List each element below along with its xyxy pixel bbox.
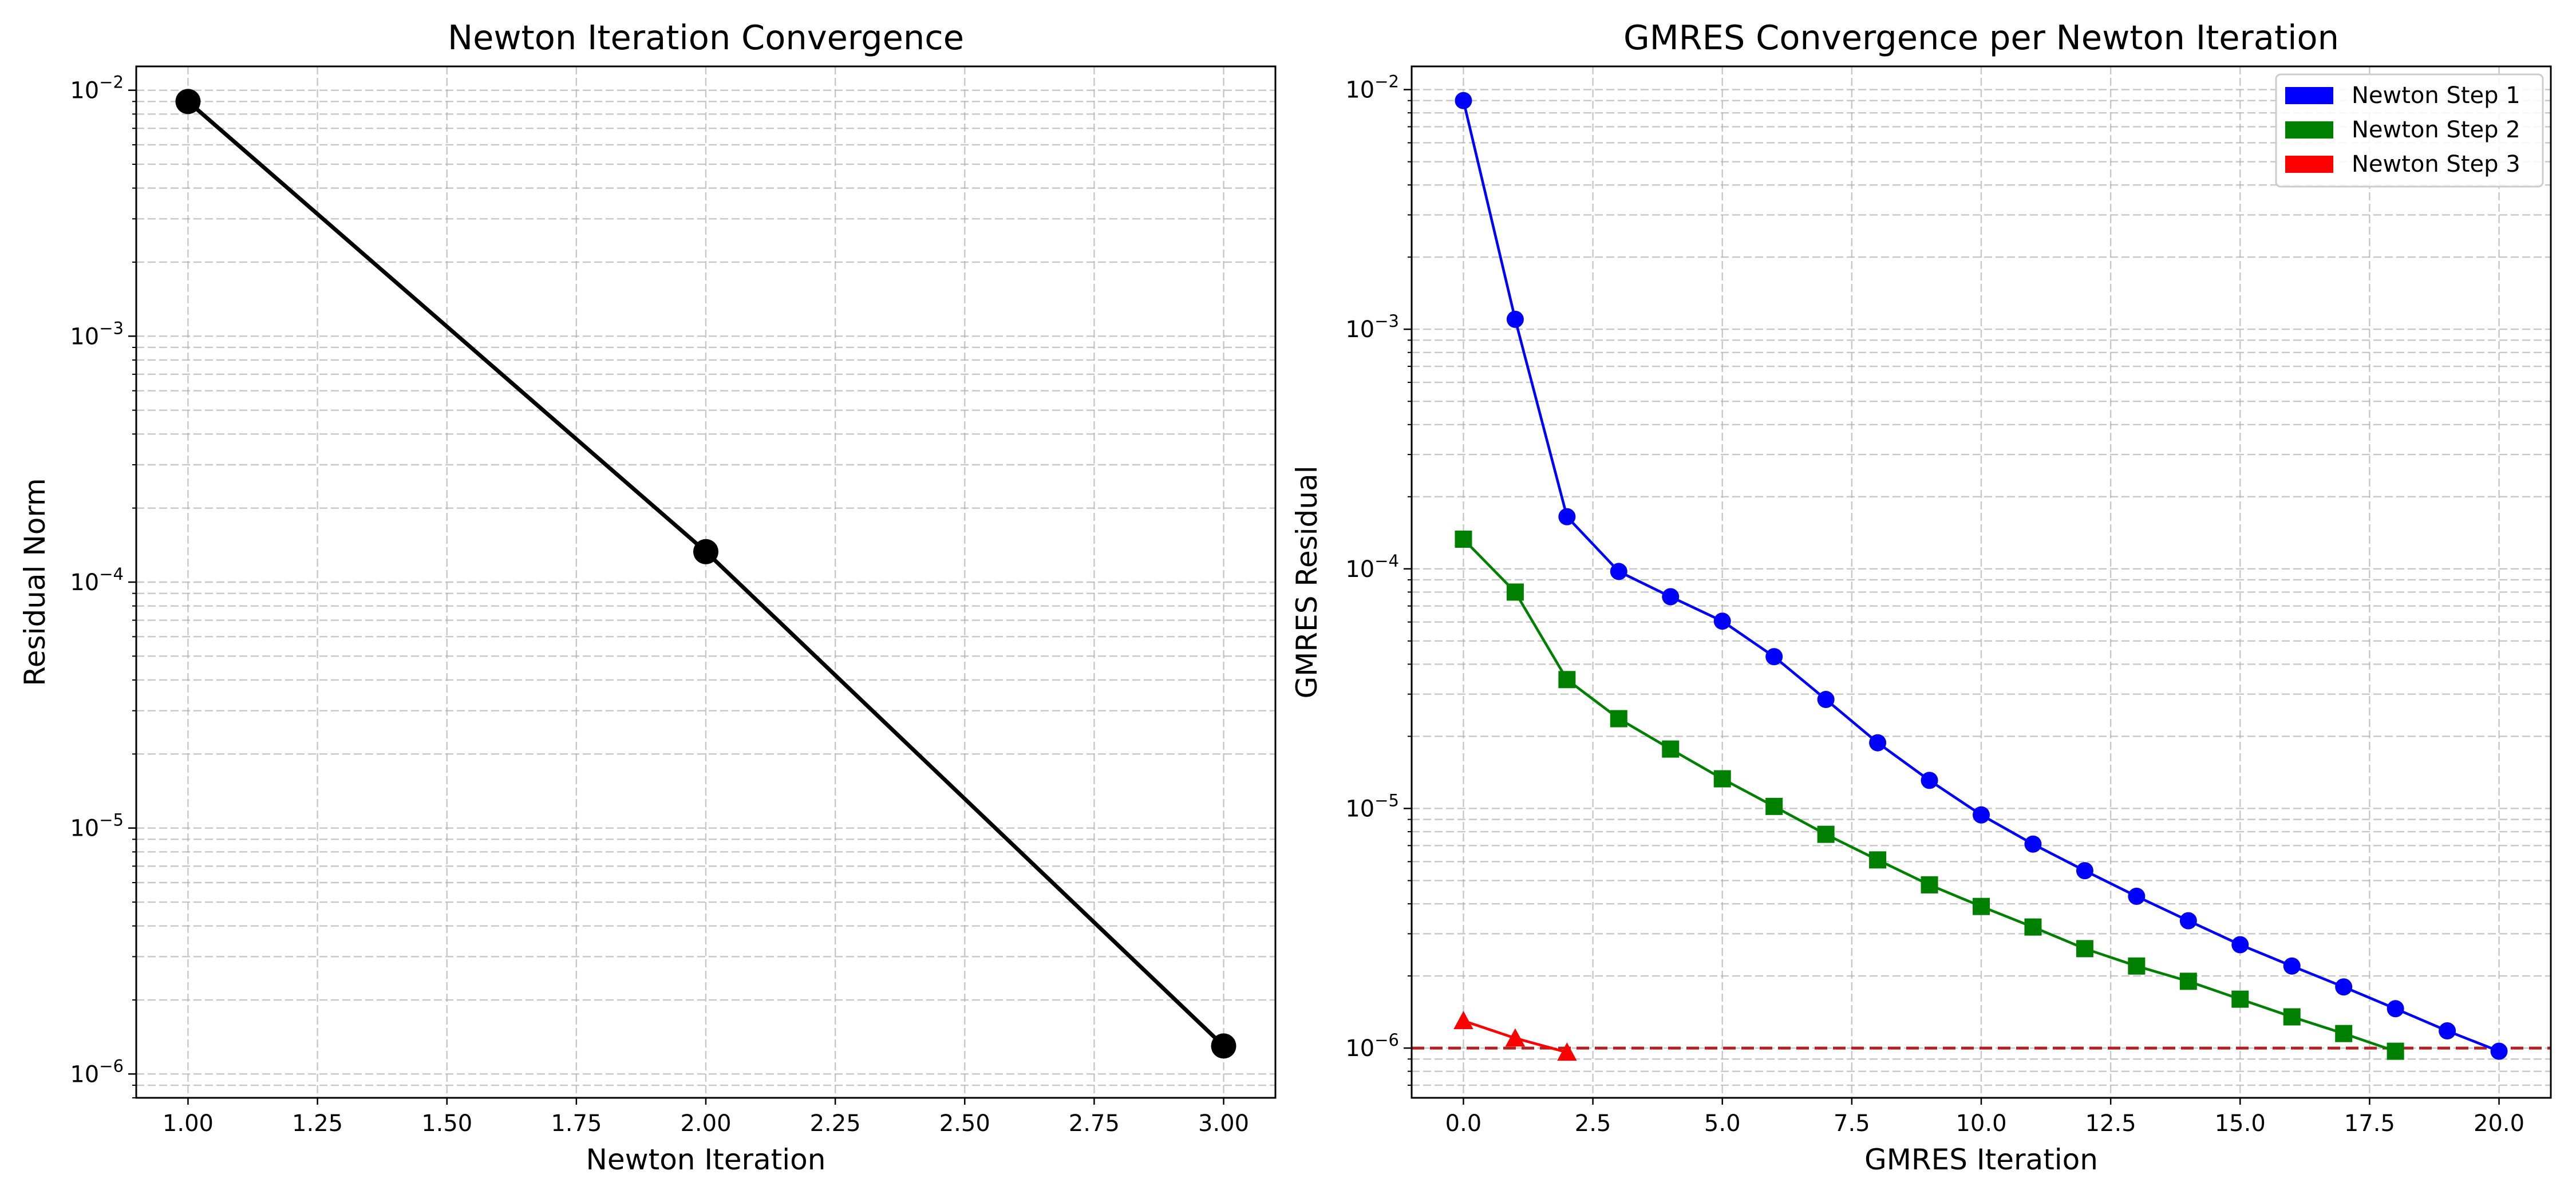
data-point — [1662, 588, 1680, 606]
y-tick-label: 10−4 — [70, 564, 124, 596]
data-point — [2128, 887, 2146, 905]
x-tick-label: 5.0 — [1704, 1110, 1741, 1137]
x-tick-label: 3.00 — [1198, 1110, 1249, 1137]
y-axis-label: Residual Norm — [18, 478, 52, 686]
data-point — [1713, 612, 1731, 630]
x-tick-label: 17.5 — [2344, 1110, 2395, 1137]
data-point — [2128, 957, 2146, 975]
series-line — [1462, 538, 2396, 1053]
data-point — [1973, 806, 1990, 824]
data-point — [2179, 972, 2197, 990]
series-2 — [1455, 530, 2404, 1060]
y-tick-label: 10−6 — [70, 1056, 124, 1088]
data-point — [2387, 1000, 2404, 1018]
data-point — [1973, 897, 1990, 915]
legend-swatch — [2285, 87, 2333, 104]
data-point — [2335, 1025, 2353, 1042]
legend-box — [2275, 73, 2544, 188]
series-3 — [1453, 1011, 1577, 1061]
x-tick-label: 1.50 — [421, 1110, 472, 1137]
y-tick-label: 10−3 — [70, 318, 124, 350]
x-tick-label: 1.25 — [292, 1110, 343, 1137]
x-axis-label: Newton Iteration — [586, 1143, 826, 1176]
y-axis-label: GMRES Residual — [1290, 465, 1323, 698]
plot-2: 0.0 2.5 5.0 7.5 10.0 12.5 15.0 17.5 20.0 10−2 10−3… — [1290, 18, 2552, 1176]
data-point — [1869, 734, 1887, 752]
data-point — [1505, 1028, 1526, 1047]
data-point — [2179, 912, 2197, 930]
data-point — [1455, 92, 1472, 109]
data-point — [2283, 1008, 2301, 1026]
data-point — [1558, 508, 1576, 525]
y-tick-label: 10−4 — [1345, 551, 1399, 583]
data-point — [1506, 583, 1524, 601]
data-point — [1455, 530, 1472, 548]
x-tick-label: 10.0 — [1955, 1110, 2006, 1137]
data-point — [1921, 772, 1938, 789]
x-axis-label: GMRES Iteration — [1864, 1143, 2098, 1176]
legend-swatch — [2285, 156, 2333, 173]
data-point — [2076, 940, 2093, 958]
plot-title: GMRES Convergence per Newton Iteration — [1623, 18, 2339, 57]
data-point — [1921, 876, 1938, 893]
data-point — [1557, 1042, 1577, 1061]
data-point — [1610, 563, 1627, 580]
x-tick-label: 1.00 — [163, 1110, 214, 1137]
data-point — [1610, 710, 1627, 727]
data-point — [1765, 797, 1783, 815]
y-tick-label: 10−5 — [70, 810, 124, 842]
data-point — [2387, 1042, 2404, 1060]
data-point — [2231, 936, 2249, 954]
x-tick-label: 2.5 — [1575, 1110, 1611, 1137]
legend-swatch — [2285, 121, 2333, 139]
data-point — [2439, 1022, 2456, 1039]
y-tick-label: 10−6 — [1345, 1030, 1399, 1062]
legend-label: Newton Step 3 — [2352, 151, 2520, 177]
x-tick-label: 12.5 — [2085, 1110, 2136, 1137]
x-tick-label: 15.0 — [2215, 1110, 2266, 1137]
grid — [1412, 66, 2551, 1098]
data-point — [2024, 918, 2042, 936]
data-point — [175, 89, 201, 114]
y-tick-label: 10−3 — [1345, 311, 1399, 343]
plot-1: 1.00 1.25 1.50 1.75 2.00 2.25 2.50 2.75 3.00 10−2… — [18, 18, 1277, 1176]
data-point — [1506, 310, 1524, 328]
data-point — [1211, 1033, 1236, 1059]
data-point — [2283, 957, 2301, 975]
y-tick-label: 10−2 — [1345, 72, 1399, 104]
y-tick-label: 10−5 — [1345, 790, 1399, 822]
x-tick-label: 2.75 — [1069, 1110, 1120, 1137]
series-1 — [175, 89, 1236, 1059]
x-tick-label: 2.50 — [939, 1110, 990, 1137]
data-point — [2024, 835, 2042, 853]
y-tick-label: 10−2 — [70, 73, 124, 104]
x-tick-label: 1.75 — [551, 1110, 602, 1137]
data-point — [1453, 1011, 1473, 1030]
grid — [136, 66, 1275, 1098]
data-point — [1558, 671, 1576, 689]
data-point — [1713, 770, 1731, 788]
data-point — [1869, 851, 1887, 869]
x-tick-label: 20.0 — [2474, 1110, 2524, 1137]
legend-label: Newton Step 2 — [2352, 117, 2520, 143]
x-tick-label: 2.25 — [810, 1110, 861, 1137]
data-point — [1817, 691, 1835, 709]
data-point — [2490, 1042, 2508, 1060]
series-1 — [1455, 92, 2508, 1060]
data-point — [1662, 740, 1680, 758]
data-point — [2231, 990, 2249, 1008]
x-tick-label: 2.00 — [680, 1110, 731, 1137]
legend-label: Newton Step 1 — [2352, 82, 2520, 109]
data-point — [1817, 825, 1835, 843]
plot-title: Newton Iteration Convergence — [448, 18, 964, 57]
data-point — [1765, 648, 1783, 666]
data-point — [2335, 978, 2353, 996]
x-tick-label: 7.5 — [1834, 1110, 1870, 1137]
x-tick-label: 0.0 — [1445, 1110, 1482, 1137]
data-point — [2076, 862, 2093, 880]
data-point — [693, 539, 718, 564]
